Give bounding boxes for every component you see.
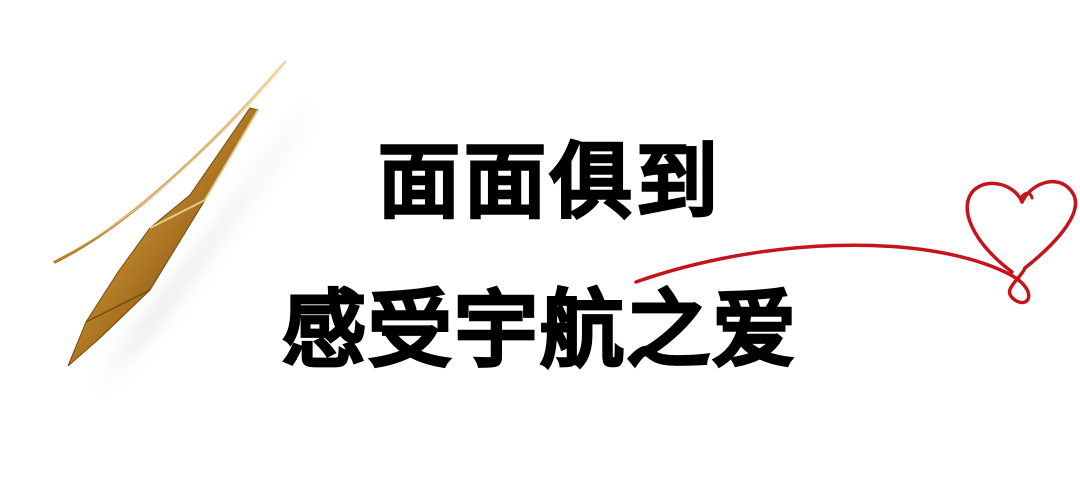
heart-line-icon: [634, 179, 1078, 305]
fountain-pen-nib-icon: [53, 60, 310, 390]
headline-line-2: 感受宇航之爱: [281, 281, 798, 379]
headline-line-1: 面面俱到: [377, 135, 722, 230]
